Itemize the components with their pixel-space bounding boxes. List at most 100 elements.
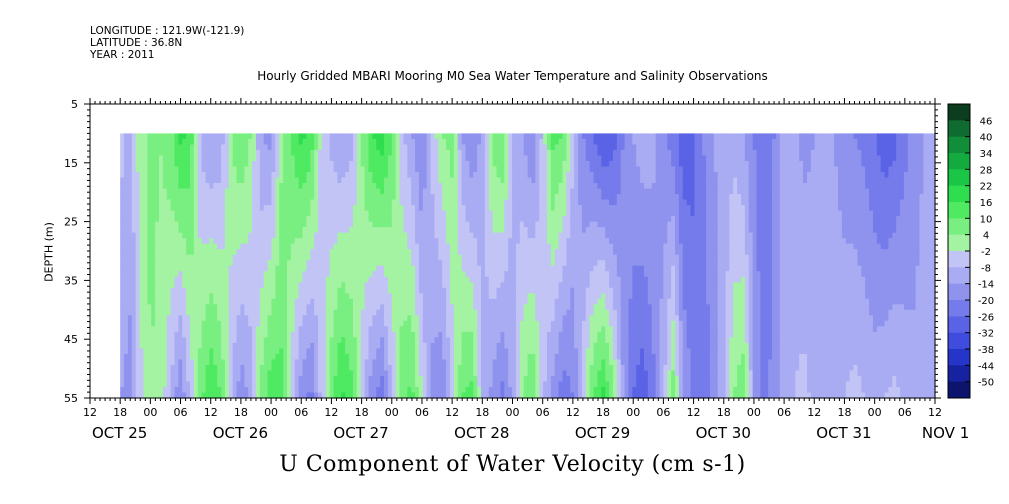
heatmap-cell <box>442 149 447 157</box>
heatmap-cell <box>263 133 269 140</box>
heatmap-cell <box>356 271 362 278</box>
heatmap-cell <box>155 348 160 355</box>
heatmap-cell <box>341 199 346 206</box>
heatmap-cell <box>236 232 242 239</box>
heatmap-cell <box>244 205 249 212</box>
heatmap-cell <box>318 249 323 256</box>
heatmap-cell <box>158 144 164 151</box>
heatmap-cell <box>283 260 288 267</box>
heatmap-cell <box>190 331 195 338</box>
heatmap-cell <box>182 315 187 322</box>
heatmap-cell <box>197 271 203 278</box>
heatmap-cell <box>519 188 525 195</box>
heatmap-cell <box>310 386 315 394</box>
heatmap-cell <box>442 375 447 383</box>
heatmap-cell <box>151 238 156 245</box>
heatmap-cell <box>368 227 373 234</box>
heatmap-cell <box>217 188 222 195</box>
heatmap-cell <box>345 381 350 388</box>
heatmap-cell <box>387 160 393 168</box>
heatmap-cell <box>415 287 420 294</box>
heatmap-cell <box>481 359 486 366</box>
heatmap-cell <box>287 293 292 300</box>
heatmap-cell <box>453 254 459 261</box>
heatmap-cell <box>135 232 141 239</box>
heatmap-cell <box>314 359 319 366</box>
heatmap-cell <box>376 375 381 383</box>
heatmap-cell <box>290 320 296 327</box>
heatmap-cell <box>244 265 249 272</box>
heatmap-cell <box>139 155 145 162</box>
heatmap-cell <box>143 171 148 179</box>
heatmap-cell <box>399 194 405 201</box>
heatmap-cell <box>267 304 273 311</box>
heatmap-cell <box>314 221 319 228</box>
heatmap-cell <box>422 271 428 278</box>
heatmap-cell <box>418 155 424 162</box>
heatmap-cell <box>391 238 397 245</box>
heatmap-cell <box>504 144 509 151</box>
heatmap-cell <box>329 392 335 399</box>
heatmap-cell <box>217 254 222 261</box>
heatmap-cell <box>306 293 311 300</box>
heatmap-cell <box>407 177 412 184</box>
heatmap-cell <box>263 260 269 267</box>
heatmap-cell <box>325 183 331 190</box>
heatmap-cell <box>314 144 319 151</box>
heatmap-cell <box>461 276 467 283</box>
heatmap-cell <box>155 238 160 245</box>
heatmap-cell <box>337 293 342 300</box>
heatmap-cell <box>484 370 490 377</box>
heatmap-cell <box>174 227 179 234</box>
heatmap-cell <box>345 221 350 228</box>
heatmap-cell <box>384 232 389 239</box>
heatmap-cell <box>124 326 129 333</box>
heatmap-cell <box>442 282 447 289</box>
heatmap-cell <box>151 309 156 316</box>
heatmap-cell <box>321 265 327 272</box>
heatmap-cell <box>446 232 451 239</box>
heatmap-cell <box>329 381 335 388</box>
heatmap-cell <box>294 282 300 289</box>
heatmap-cell <box>151 386 156 394</box>
heatmap-cell <box>508 287 513 294</box>
heatmap-cell <box>333 205 339 212</box>
heatmap-cell <box>298 138 304 146</box>
heatmap-cell <box>232 160 238 168</box>
heatmap-cell <box>193 287 199 294</box>
heatmap-cell <box>135 210 141 217</box>
heatmap-cell <box>399 364 405 372</box>
heatmap-cell <box>298 260 304 267</box>
heatmap-cell <box>469 287 474 294</box>
heatmap-cell <box>430 392 436 399</box>
heatmap-cell <box>504 216 509 223</box>
heatmap-cell <box>201 309 207 316</box>
heatmap-cell <box>221 331 226 338</box>
heatmap-cell <box>248 194 253 201</box>
heatmap-cell <box>469 386 474 394</box>
heatmap-cell <box>232 149 238 157</box>
heatmap-cell <box>360 381 366 388</box>
heatmap-cell <box>411 254 416 261</box>
heatmap-cell <box>496 342 502 349</box>
heatmap-cell <box>380 194 385 201</box>
heatmap-cell <box>279 194 284 201</box>
heatmap-cell <box>508 249 513 256</box>
heatmap-cell <box>380 353 385 361</box>
heatmap-cell <box>384 276 389 283</box>
heatmap-cell <box>151 287 156 294</box>
heatmap-cell <box>500 364 505 372</box>
heatmap-cell <box>488 375 494 383</box>
heatmap-cell <box>155 232 160 239</box>
heatmap-cell <box>438 282 443 289</box>
heatmap-cell <box>155 210 160 217</box>
heatmap-cell <box>205 276 211 283</box>
heatmap-cell <box>415 298 420 305</box>
heatmap-cell <box>166 315 172 322</box>
heatmap-cell <box>294 337 300 344</box>
heatmap-cell <box>314 287 319 294</box>
heatmap-cell <box>449 331 455 338</box>
heatmap-cell <box>135 320 141 327</box>
heatmap-cell <box>224 386 230 394</box>
heatmap-cell <box>224 227 230 234</box>
